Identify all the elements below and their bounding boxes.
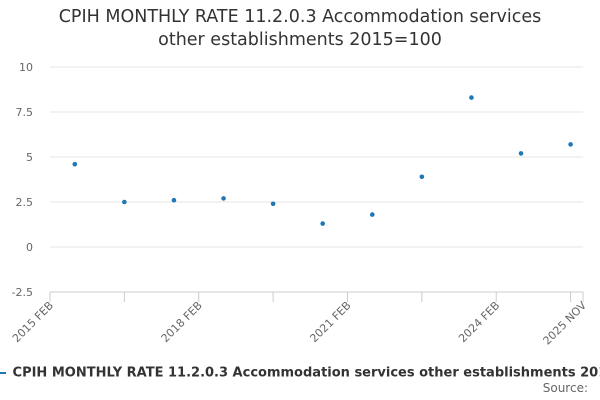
x-tick-label: 2015 FEB [10,299,56,345]
series-points [72,95,573,226]
y-tick-label: 10 [19,61,33,74]
data-point[interactable] [469,95,474,100]
grid-lines [50,66,583,293]
data-point[interactable] [320,221,325,226]
x-axis: 2015 FEB 2018 FEB 2021 FEB 2024 FEB 2025 NOV [10,291,590,348]
data-point[interactable] [419,174,425,180]
legend-symbol [0,364,8,382]
x-tick-label: 2024 FEB [456,299,502,345]
data-point[interactable] [122,199,127,205]
data-point[interactable] [72,161,78,167]
y-tick-label: 2.5 [16,196,34,209]
source-credit[interactable]: Source: [542,381,588,395]
y-tick-label: 0 [26,241,33,254]
y-axis: 10 7.5 5 2.5 0 -2.5 [12,61,33,299]
data-point[interactable] [270,201,276,207]
y-tick-label: 7.5 [16,106,34,119]
x-tick-label: 2025 NOV [541,299,590,348]
data-point[interactable] [568,142,573,147]
y-tick-label: 5 [26,151,33,164]
y-tick-label: -2.5 [12,286,33,299]
data-point[interactable] [221,196,226,201]
legend-label: CPIH MONTHLY RATE 11.2.0.3 Accommodation… [12,365,600,381]
data-point[interactable] [369,212,375,217]
data-point[interactable] [518,151,524,156]
x-tick-label: 2021 FEB [307,299,353,345]
legend[interactable]: CPIH MONTHLY RATE 11.2.0.3 Accommodation… [0,364,600,382]
data-point[interactable] [171,197,177,203]
x-tick-label: 2018 FEB [159,299,205,345]
chart-title: CPIH MONTHLY RATE 11.2.0.3 Accommodation… [58,7,542,50]
